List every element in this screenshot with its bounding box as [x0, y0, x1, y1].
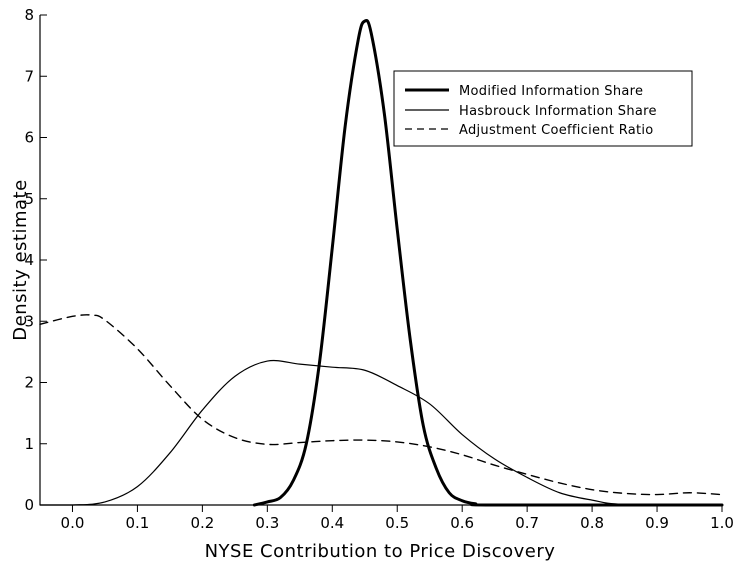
x-tick-label: 0.9	[645, 514, 669, 532]
legend-label-hasbrouck: Hasbrouck Information Share	[459, 104, 657, 119]
legend-box	[393, 70, 693, 147]
series-hasbrouck-information-share	[39, 359, 723, 506]
legend: Modified Information Share Hasbrouck Inf…	[393, 70, 693, 147]
legend-label-modified: Modified Information Share	[459, 84, 643, 99]
x-axis-title: NYSE Contribution to Price Discovery	[205, 541, 556, 562]
legend-label-adjustment: Adjustment Coefficient Ratio	[459, 123, 654, 138]
x-tick-label: 1.0	[710, 514, 734, 532]
y-tick-label: 1	[24, 435, 34, 453]
x-tick-label: 0.6	[450, 514, 474, 532]
y-tick-label: 4	[24, 251, 34, 269]
y-tick-label: 6	[24, 129, 34, 147]
y-tick-label: 8	[24, 6, 34, 24]
series-adjustment-coefficient-ratio	[39, 314, 723, 496]
x-tick-label: 0.7	[515, 514, 539, 532]
y-axis-title: Density estimate	[10, 179, 31, 340]
x-tick-label: 0.0	[61, 514, 85, 532]
y-tick-label: 3	[24, 312, 34, 330]
x-tick-label: 0.5	[385, 514, 409, 532]
series-modified-information-share	[252, 18, 724, 507]
y-tick-label: 5	[24, 190, 34, 208]
series-layer	[39, 18, 724, 507]
y-tick-label: 0	[24, 496, 34, 514]
y-tick-label: 2	[24, 374, 34, 392]
x-tick-label: 0.4	[320, 514, 344, 532]
x-tick-label: 0.3	[255, 514, 279, 532]
x-tick-label: 0.8	[580, 514, 604, 532]
x-tick-label: 0.1	[125, 514, 149, 532]
x-tick-label: 0.2	[190, 514, 214, 532]
ticks: 0.0 0.1 0.2 0.3 0.4 0.5 0.6 0.7 0.8 0.9 1.0 0 1 2 3 4 5 6…	[24, 6, 733, 532]
y-tick-label: 7	[24, 67, 34, 85]
